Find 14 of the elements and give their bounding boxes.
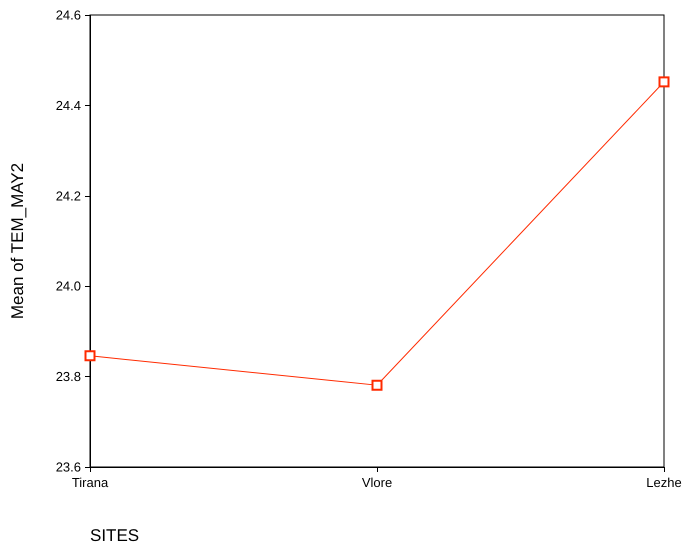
point xyxy=(372,380,382,391)
y-tick-label: 24.0 xyxy=(56,278,81,294)
y-tick-label: 24.4 xyxy=(56,98,81,113)
x-tick-label: Tirana xyxy=(72,475,109,490)
x-tick-label: Vlore xyxy=(362,475,392,490)
y-tick-label: 23.6 xyxy=(56,460,81,474)
y-axis-title: Mean of TEM_MAY2 xyxy=(8,162,27,320)
point xyxy=(84,350,96,362)
y-tick-label: 24.6 xyxy=(56,8,81,22)
y-tick-label: 24.2 xyxy=(56,188,81,204)
y-tick-label: 23.8 xyxy=(56,369,81,384)
x-axis-title: SITES xyxy=(90,526,140,545)
x-tick-label: Lezhe xyxy=(646,475,682,490)
point xyxy=(658,76,670,88)
